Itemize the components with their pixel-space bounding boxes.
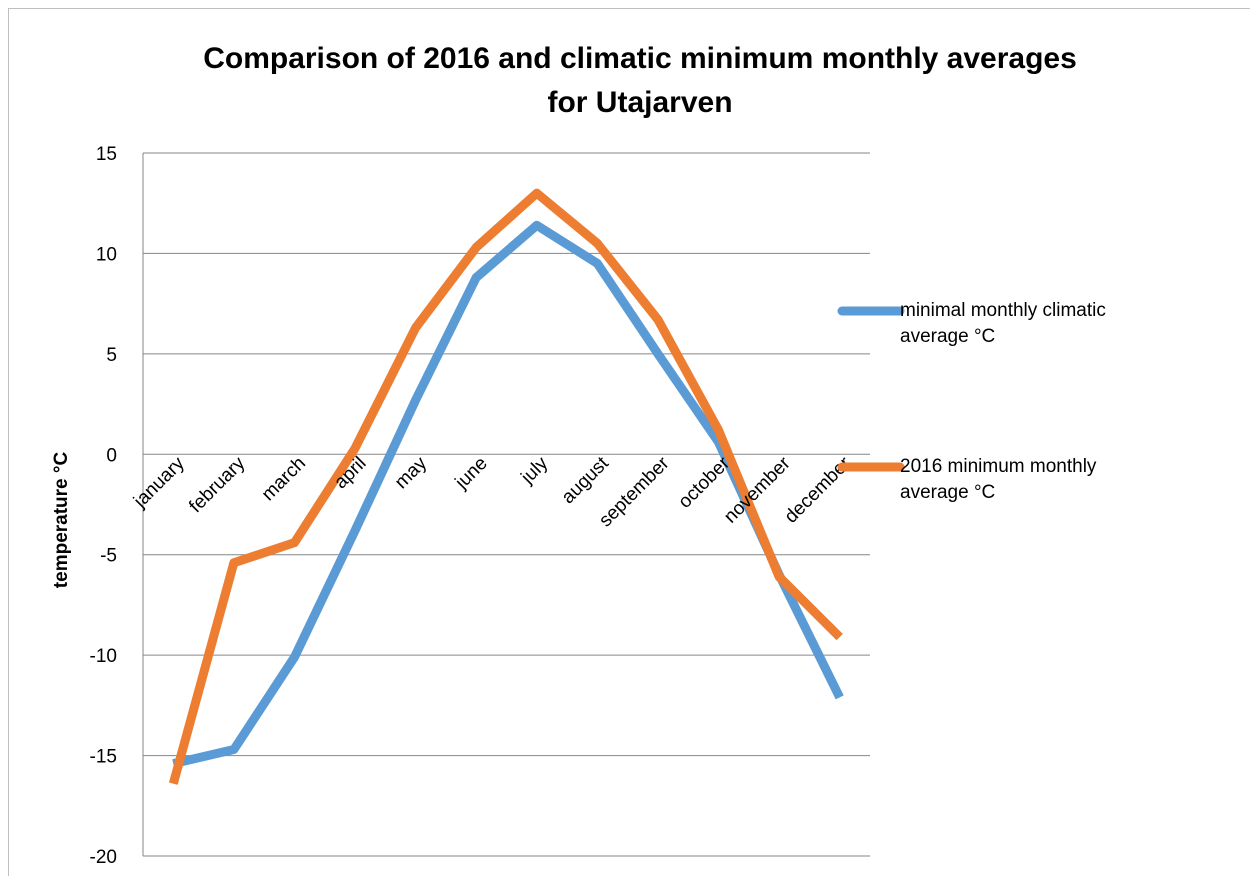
- chart-title: Comparison of 2016 and climatic minimum …: [203, 42, 1077, 75]
- y-tick-label: -15: [90, 747, 117, 768]
- x-tick-label: may: [391, 453, 432, 494]
- y-tick-label: 5: [106, 345, 117, 366]
- y-tick-label: 0: [106, 445, 117, 466]
- x-tick-label: august: [558, 452, 614, 508]
- x-tick-label: march: [258, 453, 310, 505]
- x-tick-label: july: [517, 453, 553, 489]
- data-line: [168, 188, 843, 785]
- y-tick-label: 15: [96, 144, 117, 165]
- y-tick-label: 10: [96, 244, 117, 265]
- legend-label: minimal monthly climatic average °C: [900, 300, 1106, 347]
- chart-frame: [8, 8, 1250, 876]
- x-tick-label: april: [330, 453, 370, 493]
- x-tick-label: january: [129, 453, 189, 513]
- chart-title: for Utajarven: [547, 86, 732, 119]
- y-tick-label: -10: [90, 646, 117, 667]
- y-tick-label: -5: [100, 546, 117, 567]
- x-tick-label: june: [451, 453, 492, 494]
- x-tick-label: february: [185, 453, 249, 517]
- x-tick-label: october: [674, 452, 734, 512]
- y-axis-label: temperature °C: [51, 452, 72, 589]
- legend-label: 2016 minimum monthly average °C: [900, 456, 1097, 503]
- y-tick-label: -20: [90, 847, 117, 868]
